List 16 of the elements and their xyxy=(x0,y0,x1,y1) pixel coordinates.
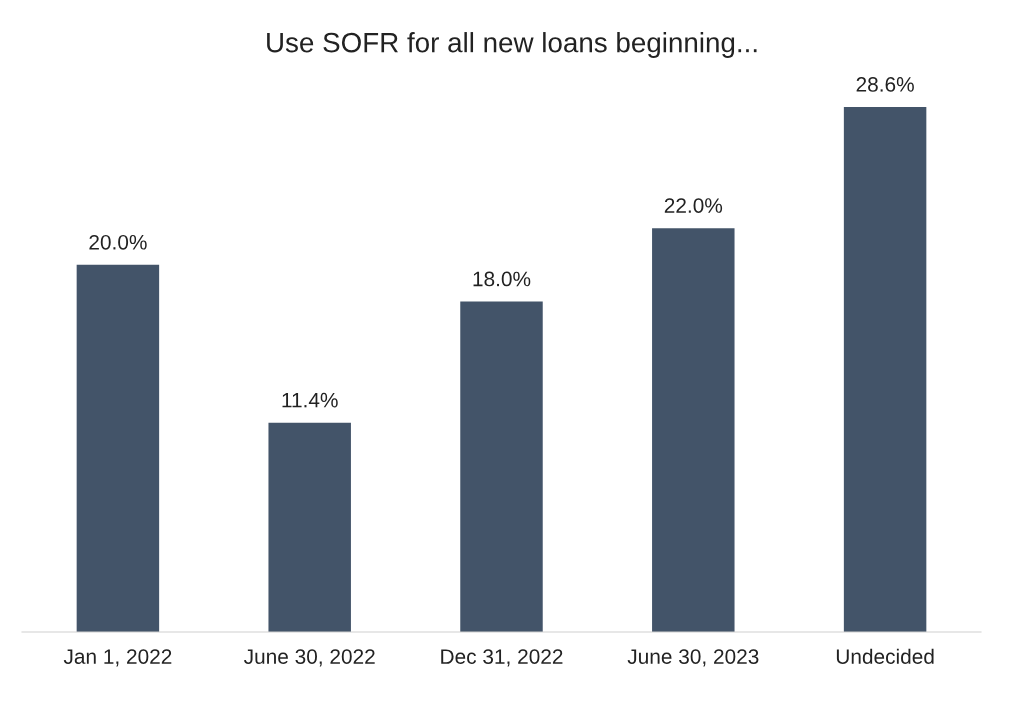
data-label: 28.6% xyxy=(856,77,914,92)
x-tick-label: Dec 31, 2022 xyxy=(441,649,563,667)
bar xyxy=(268,422,351,632)
bar xyxy=(460,301,543,632)
data-label: 18.0% xyxy=(473,271,531,287)
data-label: 22.0% xyxy=(664,198,723,213)
x-tick-label: Jan 1, 2022 xyxy=(63,649,172,667)
x-tick-label: Undecided xyxy=(836,648,934,664)
bar xyxy=(843,107,927,632)
data-label: 11.4% xyxy=(282,392,338,408)
chart-title: Use SOFR for all new loans beginning... xyxy=(267,32,757,58)
data-label: 20.0% xyxy=(89,234,147,250)
bar xyxy=(652,228,735,632)
bar xyxy=(76,264,160,632)
x-tick-label: June 30, 2023 xyxy=(627,649,759,667)
x-tick-label: June 30, 2022 xyxy=(244,649,375,667)
